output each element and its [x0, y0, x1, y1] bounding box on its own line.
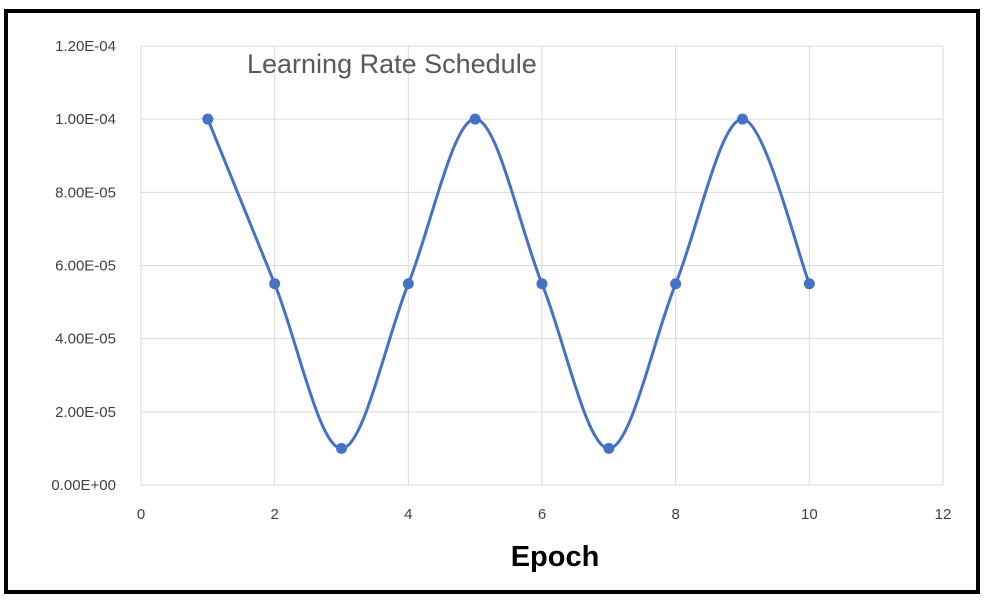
- data-point: [202, 113, 214, 125]
- data-point: [670, 278, 682, 290]
- x-tick-label: 2: [270, 506, 278, 523]
- data-point: [269, 278, 281, 290]
- grid: [140, 45, 944, 486]
- x-tick-label: 10: [801, 506, 818, 523]
- x-tick-label: 0: [137, 506, 145, 523]
- x-tick-label: 4: [404, 506, 412, 523]
- data-point: [402, 278, 414, 290]
- data-point: [536, 278, 548, 290]
- y-tick-label: 1.00E-04: [55, 111, 116, 128]
- y-tick-label: 2.00E-05: [55, 404, 116, 421]
- series: [202, 113, 815, 454]
- series-line: [206, 117, 811, 450]
- data-point: [336, 442, 347, 454]
- y-tick-label: 4.00E-05: [55, 331, 116, 348]
- data-point: [469, 113, 481, 125]
- x-tick-label: 6: [538, 506, 546, 523]
- y-tick-label: 8.00E-05: [55, 184, 116, 201]
- data-point: [803, 278, 815, 290]
- x-tick-label: 8: [671, 506, 679, 523]
- data-point: [737, 113, 748, 125]
- data-point: [603, 442, 615, 454]
- tick-labels: 0 2 4 6 8 10 12 0.00E+00 2.00E-05 4.00E-05 6.00E-0…: [51, 38, 951, 523]
- x-axis-title: Epoch: [511, 541, 600, 573]
- y-tick-label: 0.00E+00: [51, 477, 116, 494]
- chart-frame: 0 2 4 6 8 10 12 0.00E+00 2.00E-05 4.00E-05 6.00E-0…: [4, 9, 980, 594]
- y-tick-label: 1.20E-04: [55, 38, 116, 55]
- x-tick-label: 12: [935, 506, 952, 523]
- line-chart: 0 2 4 6 8 10 12 0.00E+00 2.00E-05 4.00E-05 6.00E-0…: [51, 38, 951, 573]
- chart-title: Learning Rate Schedule: [247, 49, 537, 79]
- y-tick-label: 6.00E-05: [55, 258, 116, 275]
